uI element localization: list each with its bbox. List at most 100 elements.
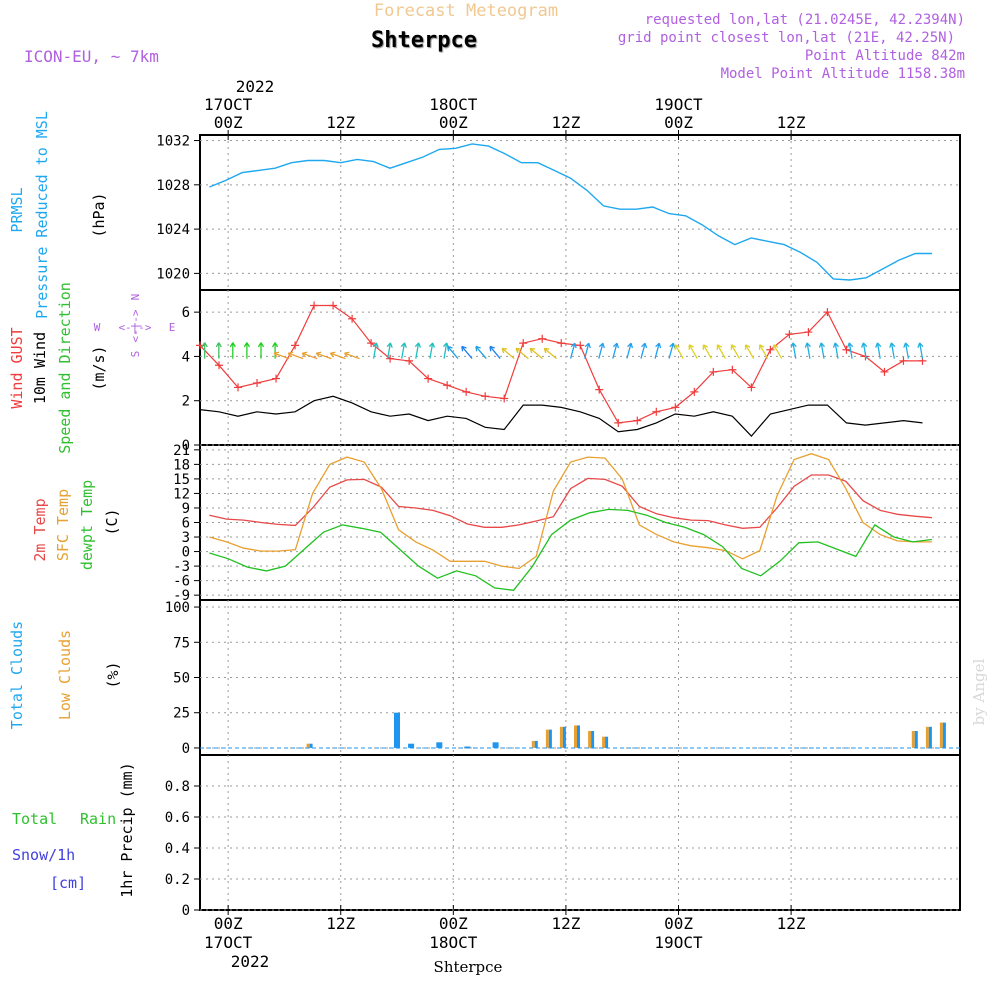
wind-direction-arrow xyxy=(201,342,208,359)
y-tick-label: -6 xyxy=(173,574,190,590)
gust-marker xyxy=(557,339,566,348)
point-altitude: Point Altitude 842m xyxy=(805,48,965,64)
top-date-label: 17OCT xyxy=(204,95,253,114)
temp-2m-line xyxy=(209,474,932,529)
compass-w: W xyxy=(94,321,101,334)
precip-snow-unit: [cm] xyxy=(50,874,86,892)
temp-unit: (C) xyxy=(103,508,121,535)
bottom-date-label: 18OCT xyxy=(429,933,478,952)
y-tick-label: 75 xyxy=(173,635,190,651)
gust-marker xyxy=(747,383,756,392)
wind-direction-arrow xyxy=(598,342,605,359)
total-cloud-bar xyxy=(408,743,415,748)
wind-direction-arrow xyxy=(668,342,676,359)
wind-direction-arrow xyxy=(903,342,910,359)
wind-direction-arrow xyxy=(329,351,346,360)
gust-marker xyxy=(234,383,243,392)
y-tick-label: 50 xyxy=(173,671,190,687)
y-tick-label: 0 xyxy=(182,438,190,454)
wind-direction-arrow xyxy=(489,345,501,360)
y-tick-label: 15 xyxy=(173,472,190,488)
gust-marker xyxy=(272,374,281,383)
y-tick-label: 0 xyxy=(182,741,190,757)
bottom-hour-label: 00Z xyxy=(439,914,468,933)
low-cloud-bar xyxy=(588,731,592,748)
wind-direction-arrow xyxy=(832,342,839,359)
gust-marker xyxy=(709,367,718,376)
pressure-label-prmsl: PRMSL xyxy=(8,187,26,232)
wind-direction-arrow xyxy=(702,344,712,359)
gust-marker xyxy=(291,341,300,350)
top-date-label: 18OCT xyxy=(429,95,478,114)
wind-direction-arrow xyxy=(917,342,924,359)
gust-marker xyxy=(253,379,262,387)
pressure-line xyxy=(209,143,932,281)
pressure-label-long: Pressure Reduced to MSL xyxy=(33,111,51,319)
wind-direction-arrow xyxy=(889,342,896,359)
gust-marker xyxy=(329,301,338,310)
wind-dir-label: Speed and Direction xyxy=(56,282,74,454)
wind-direction-arrow xyxy=(584,342,591,359)
wind-direction-arrow xyxy=(515,347,529,360)
total-cloud-bar xyxy=(562,726,566,748)
compass-ns-arrow: <-|-> xyxy=(129,309,142,342)
total-cloud-bar xyxy=(394,712,400,748)
wind-direction-arrow xyxy=(271,342,279,359)
gust-marker xyxy=(633,416,642,425)
y-tick-label: 4 xyxy=(182,349,190,365)
grid-coords: grid point closest lon,lat (21E, 42.25N) xyxy=(618,30,955,46)
watermark: by Angel xyxy=(970,658,988,725)
gust-marker xyxy=(614,418,623,427)
gust-marker xyxy=(652,407,661,416)
gust-marker xyxy=(367,339,376,348)
gust-marker xyxy=(386,354,395,363)
y-tick-label: -9 xyxy=(173,588,190,604)
bottom-hour-label: 12Z xyxy=(777,914,806,933)
wind-direction-arrow xyxy=(475,345,487,360)
total-cloud-bar xyxy=(605,736,609,748)
precip-labels: Total Rain Snow/1h [cm] 1hr Precip (mm) xyxy=(12,762,136,897)
cloud-labels: Total Clouds Low Clouds (%) xyxy=(8,621,122,729)
wind-direction-arrow xyxy=(301,351,318,360)
wind-direction-arrow xyxy=(343,351,360,360)
wind-direction-arrow xyxy=(215,342,222,359)
wind-direction-arrow xyxy=(804,342,811,359)
gust-marker xyxy=(310,301,319,310)
gust-marker xyxy=(462,387,471,396)
wind-direction-arrow xyxy=(461,345,473,360)
model-altitude: Model Point Altitude 1158.38m xyxy=(721,66,965,82)
wind-direction-arrow xyxy=(501,347,515,360)
precip-rain-label: Rain xyxy=(80,810,116,828)
low-cloud-bar xyxy=(939,722,943,748)
wind-direction-arrow xyxy=(818,342,825,359)
y-tick-label: 6 xyxy=(182,305,190,321)
precip-unit: 1hr Precip (mm) xyxy=(118,762,136,897)
wind-direction-arrow xyxy=(674,344,684,359)
top-hour-label: 12Z xyxy=(551,113,580,132)
temp-sfc-label: SFC Temp xyxy=(54,489,72,561)
y-tick-label: 100 xyxy=(165,600,190,616)
wind-direction-arrow xyxy=(400,342,407,359)
gust-marker xyxy=(424,374,433,383)
bottom-hour-label: 12Z xyxy=(551,914,580,933)
low-cloud-bar xyxy=(306,743,310,748)
wind-line xyxy=(199,395,923,437)
low-cloud-bar xyxy=(545,729,549,748)
top-hour-label: 00Z xyxy=(214,113,243,132)
wind-labels: Wind GUST 10m Wind Speed and Direction (… xyxy=(8,282,175,454)
wind-direction-arrow xyxy=(243,342,251,359)
low-cloud-bar xyxy=(531,740,535,748)
total-cloud-bar xyxy=(577,725,580,748)
gust-marker xyxy=(690,387,699,396)
total-cloud-bar xyxy=(534,740,538,748)
bottom-hour-label: 00Z xyxy=(214,914,243,933)
y-tick-label: 0.8 xyxy=(165,779,190,795)
wind-direction-arrow xyxy=(716,344,726,359)
wind-unit: (m/s) xyxy=(90,345,108,390)
gust-marker xyxy=(215,361,224,370)
compass-e: E xyxy=(169,321,176,334)
gust-marker xyxy=(443,381,452,390)
wind-direction-arrow xyxy=(790,342,797,359)
top-hour-label: 12Z xyxy=(326,113,355,132)
